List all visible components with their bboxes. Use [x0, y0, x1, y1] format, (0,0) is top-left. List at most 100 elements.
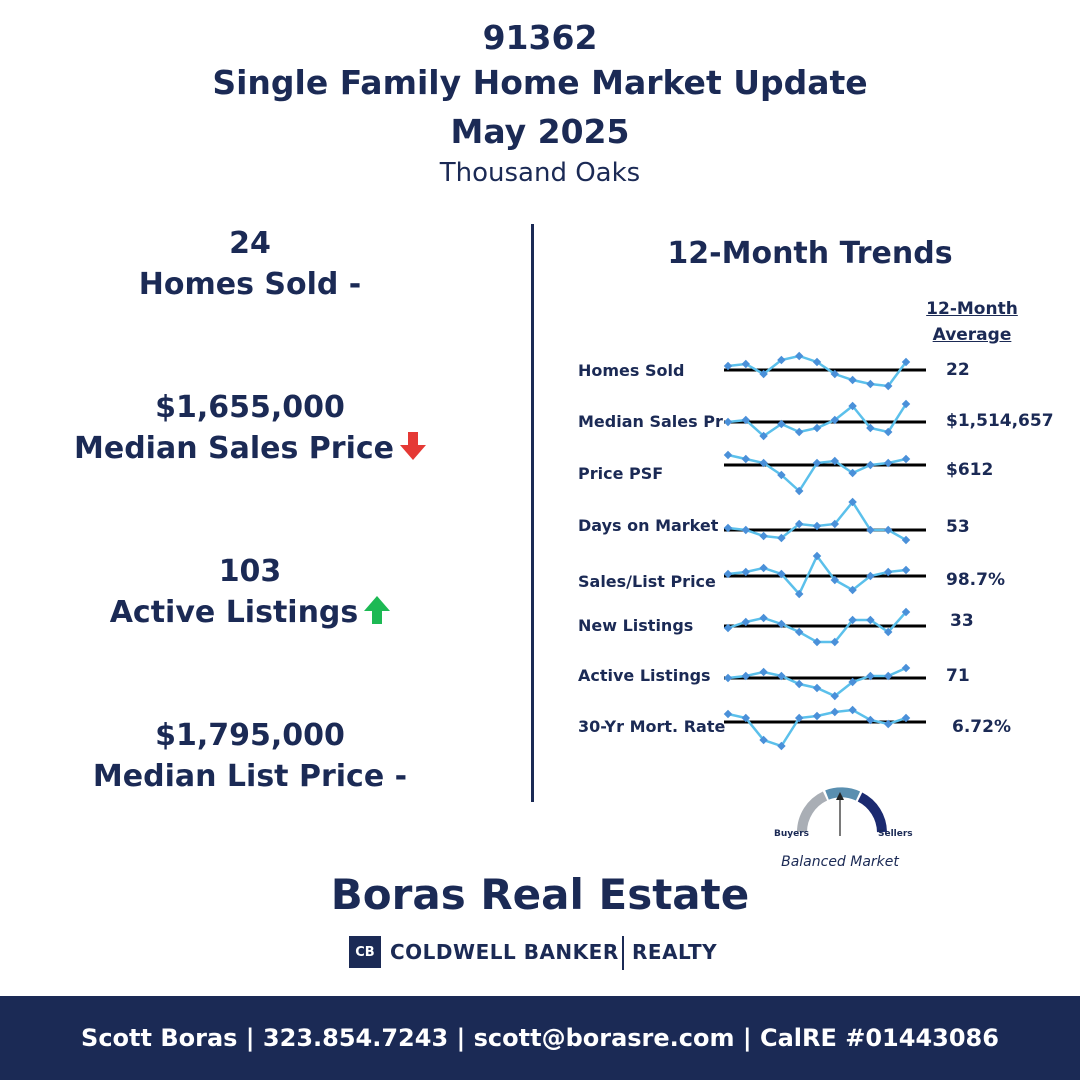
sparkline-marker — [777, 470, 786, 480]
trend-average: 98.7% — [946, 570, 1005, 590]
sparkline-marker — [848, 705, 857, 715]
sparkline-marker — [848, 585, 857, 595]
up-arrow-icon — [364, 595, 391, 632]
sparkline-marker — [777, 355, 786, 365]
sparkline-marker — [777, 419, 786, 429]
sparkline-row — [723, 705, 926, 751]
sparkline-row — [723, 399, 926, 441]
sparkline-marker — [848, 375, 857, 385]
stat-label: Active Listings — [109, 595, 359, 630]
zip-code: 91362 — [482, 18, 598, 57]
sparkline-marker — [759, 613, 768, 623]
sparkline-marker — [830, 415, 840, 425]
trend-label: Days on Market — [578, 516, 719, 535]
trend-average: $1,514,657 — [946, 411, 1054, 431]
brand-name: Boras Real Estate — [330, 870, 750, 919]
sparkline-marker — [830, 707, 840, 717]
sparkline-marker — [759, 667, 768, 677]
logo-separator — [622, 936, 624, 970]
stat-value: 103 — [218, 554, 282, 589]
coldwell-banker-logo-icon: CB — [349, 936, 381, 968]
sparkline-marker — [883, 427, 893, 437]
sparkline-marker — [866, 525, 875, 535]
sparkline-marker — [848, 615, 857, 625]
sparkline-marker — [741, 454, 751, 464]
sparklines — [723, 351, 926, 751]
sparkline-marker — [812, 458, 822, 468]
stat-homes-sold: 24 Homes Sold - — [40, 226, 460, 302]
sparkline-marker — [723, 450, 733, 460]
sparkline-marker — [794, 486, 804, 496]
trend-average: 33 — [950, 611, 974, 631]
sparkline-marker — [812, 711, 822, 721]
trend-label: Homes Sold — [578, 361, 685, 380]
gauge-caption: Balanced Market — [781, 854, 899, 870]
average-header-line1: 12-Month — [926, 299, 1018, 319]
stat-label: Median Sales Price — [74, 431, 394, 466]
sparkline-marker — [883, 458, 893, 468]
sparkline-marker — [759, 458, 768, 468]
sparkline-marker — [830, 456, 840, 466]
sparkline-marker — [866, 671, 875, 681]
sparkline-marker — [866, 423, 875, 433]
sparkline-marker — [741, 525, 751, 535]
sparkline-marker — [812, 423, 822, 433]
sparkline-marker — [794, 427, 804, 437]
sparkline-marker — [723, 673, 733, 683]
gauge-sellers-label: Sellers — [878, 829, 913, 839]
sparkline-marker — [759, 431, 768, 441]
sparkline-marker — [759, 369, 768, 379]
company-name: COLDWELL BANKER — [390, 940, 619, 964]
trend-average: 53 — [946, 517, 970, 537]
stat-value: $1,655,000 — [155, 390, 345, 425]
sparkline-marker — [901, 565, 911, 575]
trend-average: 71 — [946, 666, 970, 686]
gauge-buyers-label: Buyers — [774, 829, 810, 839]
sparkline-row — [723, 663, 926, 701]
sparkline-marker — [883, 381, 893, 391]
stat-label: Homes Sold - — [138, 267, 362, 302]
down-arrow-icon — [399, 431, 426, 468]
sparkline-marker — [759, 531, 768, 541]
stat-median-sales-price: $1,655,000 Median Sales Price — [40, 390, 460, 468]
trend-label: Active Listings — [578, 666, 711, 685]
stat-label: Median List Price - — [92, 759, 408, 794]
gauge-buyers-arc — [797, 791, 828, 833]
sparkline-marker — [866, 571, 875, 581]
contact-footer: Scott Boras | 323.854.7243 | scott@boras… — [0, 996, 1080, 1080]
trend-label: Median Sales Pr — [578, 412, 723, 431]
sparkline-marker — [830, 369, 840, 379]
trend-label: 30-Yr Mort. Rate — [578, 717, 726, 736]
average-header-line2: Average — [932, 325, 1012, 345]
trend-average: 6.72% — [952, 717, 1011, 737]
contact-info: Scott Boras | 323.854.7243 | scott@boras… — [81, 1024, 999, 1052]
stat-value: $1,795,000 — [155, 718, 345, 753]
sparkline-marker — [901, 663, 911, 673]
trend-average: 22 — [946, 360, 970, 380]
sparkline-marker — [866, 715, 875, 725]
sparkline-trend — [727, 499, 907, 542]
stat-median-list-price: $1,795,000 Median List Price - — [40, 718, 460, 794]
sparkline-marker — [901, 454, 911, 464]
stat-label-row: Active Listings — [40, 595, 460, 632]
stat-value: 24 — [229, 226, 271, 261]
report-title: Single Family Home Market Update — [212, 63, 868, 102]
market-gauge — [797, 787, 887, 836]
trend-average: $612 — [946, 460, 994, 480]
sparkline-marker — [812, 683, 822, 693]
sparkline-marker — [794, 679, 804, 689]
trends-title: 12-Month Trends — [667, 236, 953, 271]
company-division: REALTY — [632, 940, 718, 964]
gauge-balanced-arc — [825, 787, 861, 801]
sparkline-marker — [723, 417, 733, 427]
report-period: May 2025 — [450, 112, 630, 151]
sparkline-marker — [759, 563, 768, 573]
sparkline-marker — [866, 379, 875, 389]
sparkline-marker — [848, 401, 857, 411]
sparkline-row — [723, 450, 926, 496]
sparkline-row — [723, 351, 926, 391]
trend-label: Price PSF — [578, 464, 664, 483]
sparkline-row — [723, 607, 926, 647]
sparkline-marker — [848, 468, 857, 478]
sparkline-marker — [723, 709, 733, 719]
